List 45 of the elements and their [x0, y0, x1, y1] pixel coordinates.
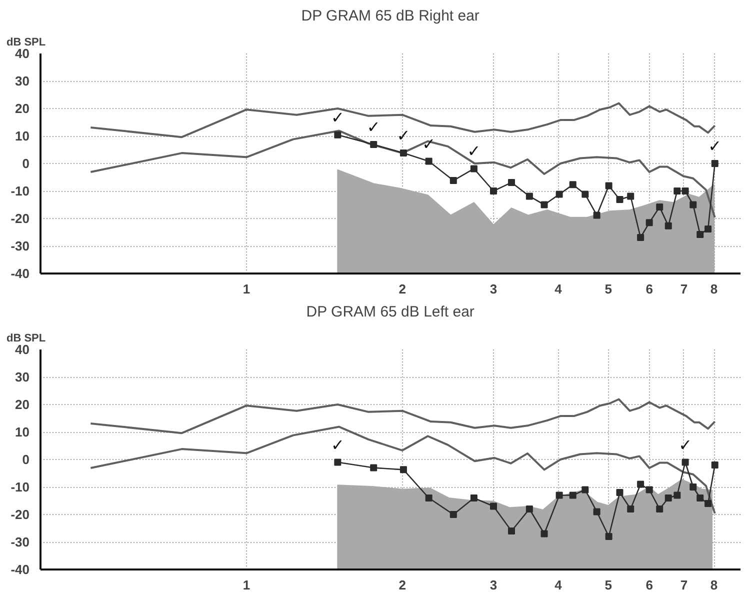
annotation: ✓ [708, 136, 722, 156]
x-tick-label: 7 [680, 282, 688, 296]
x-tick-label: 1 [242, 578, 250, 592]
y-tick-label: -20 [10, 507, 30, 522]
x-tick-label: 7 [680, 578, 688, 592]
y-tick-label: 40 [15, 46, 30, 61]
y-tick-label: -30 [10, 238, 30, 254]
x-tick-label: 8 [710, 282, 718, 296]
annotation: ✓ [396, 126, 410, 146]
x-tick-label: 3 [490, 282, 498, 296]
y-tick-label: 0 [22, 452, 30, 467]
annotation: ✓ [678, 435, 692, 454]
y-tick-label: -10 [10, 480, 30, 494]
y-tick-label: 10 [15, 424, 30, 440]
y-tick-label: 30 [15, 370, 30, 384]
y-axis-title: dB SPL [6, 36, 46, 48]
x-tick-label: 4 [554, 578, 563, 592]
y-tick-label: -40 [10, 266, 30, 281]
y-tick-label: 30 [15, 74, 30, 88]
annotation: ✓ [366, 118, 380, 137]
x-tick-label: 3 [490, 578, 498, 592]
y-tick-label: -10 [10, 184, 30, 198]
x-tick-label: 2 [398, 282, 406, 296]
y-tick-label: -30 [10, 534, 30, 550]
annotation: ✓ [467, 142, 481, 161]
annotation: ✓ [330, 108, 344, 127]
y-axis-title: dB SPL [6, 332, 46, 344]
y-tick-label: -20 [10, 211, 30, 226]
chart-title: DP GRAM 65 dB Left ear [306, 304, 474, 320]
x-tick-label: 5 [604, 282, 612, 296]
y-tick-label: 10 [15, 128, 30, 144]
x-tick-label: 4 [554, 282, 563, 296]
x-tick-label: 6 [646, 282, 653, 296]
y-tick-label: 40 [15, 342, 30, 357]
x-tick-label: 1 [242, 282, 250, 296]
annotation: ✓ [330, 435, 344, 454]
y-tick-label: 20 [15, 397, 30, 412]
x-tick-label: 5 [604, 578, 612, 592]
y-tick-label: 0 [22, 156, 30, 171]
y-tick-label: -40 [10, 562, 30, 577]
chart-title: DP GRAM 65 dB Right ear [301, 8, 480, 24]
y-tick-label: 20 [15, 101, 30, 116]
x-tick-label: 2 [398, 578, 406, 592]
x-tick-label: 6 [646, 578, 653, 592]
x-tick-label: 8 [710, 578, 718, 592]
